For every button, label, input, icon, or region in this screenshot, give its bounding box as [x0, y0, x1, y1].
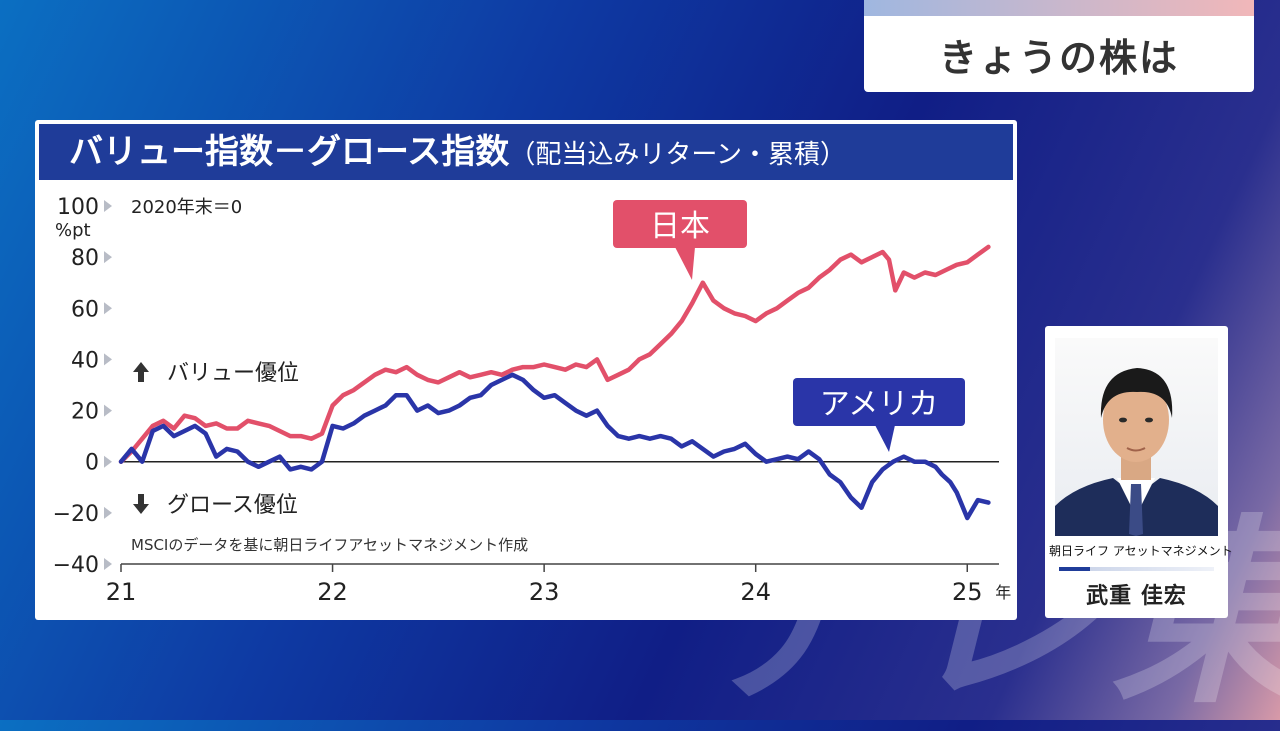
y-tick-marker [104, 404, 112, 417]
y-tick-marker [104, 251, 112, 264]
chart-title-bar: バリュー指数－グロース指数（配当込みリターン・累積） [39, 124, 1013, 180]
callout-usa-box [793, 378, 965, 426]
y-tick-label: 40 [71, 348, 99, 373]
series-line-usa [118, 372, 991, 521]
segment-title: きょうの株は [864, 16, 1254, 92]
down-arrow-icon [133, 494, 149, 514]
x-axis-unit: 年 [995, 583, 1011, 602]
y-axis-unit: %pt [55, 220, 91, 241]
legend-label-usa: アメリカ [820, 387, 939, 422]
y-tick-label: 80 [71, 246, 99, 271]
y-tick-marker [104, 558, 112, 570]
legend-label-japan: 日本 [650, 209, 710, 244]
segment-header-strip [864, 0, 1254, 16]
x-tick-label: 25 [952, 578, 983, 606]
series-line-japan [118, 244, 991, 464]
y-tick-marker [104, 506, 112, 519]
line-chart: 100 80 60 40 20 0 −20 −40 %pt 2020年末＝0 21 22 23 24 25 年… [53, 195, 1012, 606]
chart-title: バリュー指数－グロース指数 [69, 132, 510, 172]
callout-usa-pointer [875, 425, 895, 452]
annotation-value-advantage: バリュー優位 [167, 361, 299, 386]
y-tick-label: −40 [53, 553, 99, 578]
analyst-card: 朝日ライフ アセットマネジメント 武重 佳宏 [1045, 326, 1233, 618]
chart-panel: バリュー指数－グロース指数（配当込みリターン・累積） 100 80 60 40 20 0 −… [35, 120, 1017, 620]
divider [1059, 567, 1214, 571]
y-tick-marker [104, 302, 112, 315]
callout-japan-box [613, 200, 747, 248]
analyst-photo [1055, 338, 1218, 536]
annotation-growth-advantage: グロース優位 [167, 493, 298, 518]
y-tick-marker [104, 353, 112, 366]
x-tick-label: 23 [529, 578, 560, 606]
x-tick-label: 22 [317, 578, 348, 606]
y-tick-marker [104, 200, 112, 212]
callout-japan-pointer [675, 247, 695, 280]
y-tick-marker [104, 455, 112, 468]
y-tick-label: 100 [57, 195, 99, 220]
analyst-organization: 朝日ライフ アセットマネジメント [1049, 544, 1233, 558]
source-note: MSCIのデータを基に朝日ライフアセットマネジメント作成 [131, 536, 528, 554]
chart-subtitle: （配当込みリターン・累積） [509, 140, 847, 170]
baseline-note: 2020年末＝0 [131, 197, 242, 218]
x-tick-label: 24 [740, 578, 771, 606]
analyst-name: 武重 佳宏 [1086, 584, 1187, 609]
up-arrow-icon [133, 362, 149, 382]
y-tick-label: 20 [71, 400, 99, 425]
y-tick-label: 0 [85, 451, 99, 476]
x-tick-label: 21 [106, 578, 137, 606]
y-tick-label: 60 [71, 297, 99, 322]
y-tick-label: −20 [53, 502, 99, 527]
